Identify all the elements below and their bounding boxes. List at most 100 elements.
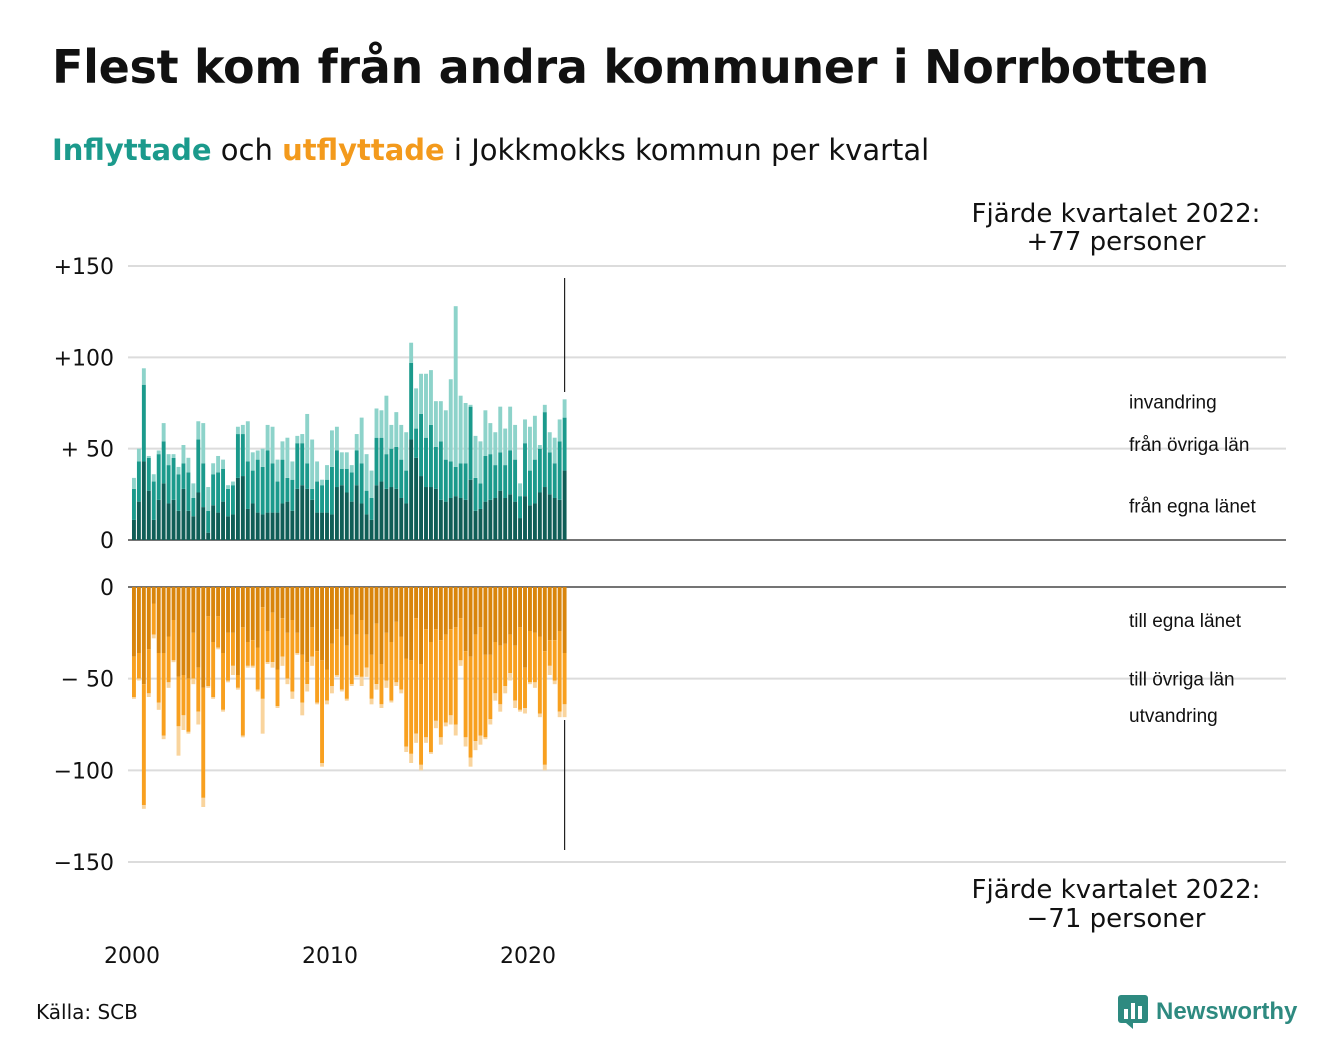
inflow-bar-segment <box>419 413 423 477</box>
x-tick-label: 2000 <box>104 944 160 969</box>
outflow-bar-segment <box>537 713 542 718</box>
outflow-bar-segment <box>235 675 240 688</box>
outflow-bar-segment <box>132 587 136 657</box>
outflow-bar-segment <box>325 587 329 670</box>
outflow-bar-segment <box>463 737 468 747</box>
inflow-bar-segment <box>528 426 532 471</box>
outflow-bar-segment <box>151 603 156 635</box>
outflow-bar-segment <box>231 587 235 633</box>
outflow-bar-segment <box>513 700 518 708</box>
outflow-bar-segment <box>528 587 532 631</box>
inflow-bar-segment <box>226 488 230 517</box>
outflow-bar-segment <box>518 709 522 712</box>
inflow-bar-segment <box>364 454 369 491</box>
outflow-bar-segment <box>240 735 245 738</box>
inflow-bar-segment <box>453 466 458 497</box>
outflow-bar-segment <box>206 587 211 617</box>
outflow-bar-segment <box>315 702 320 705</box>
outflow-bar-segment <box>334 675 339 677</box>
outflow-bar-segment <box>508 673 513 681</box>
outflow-bar-segment <box>429 642 433 752</box>
inflow-bar-segment <box>552 497 557 540</box>
inflow-bar-segment <box>488 423 493 455</box>
outflow-bar-segment <box>458 660 463 666</box>
inflow-bar-segment <box>141 368 146 385</box>
outflow-bar-segment <box>310 627 315 657</box>
outflow-bar-segment <box>384 587 389 633</box>
inflow-bar-segment <box>478 441 483 484</box>
inflow-bar-segment <box>171 499 176 540</box>
inflow-bar-segment <box>146 490 151 540</box>
outflow-bar-segment <box>211 587 216 642</box>
inflow-bar-segment <box>181 445 186 464</box>
inflow-bar-segment <box>468 406 473 480</box>
outflow-bar-segment <box>171 620 176 661</box>
inflow-bar-segment <box>384 395 389 455</box>
inflow-series-label: invandring <box>1129 392 1217 413</box>
outflow-bar-segment <box>414 587 419 619</box>
inflow-bar-segment <box>221 459 225 469</box>
inflow-bar-segment <box>349 465 354 473</box>
inflow-bar-segment <box>151 519 156 540</box>
inflow-bar-segment <box>562 470 567 540</box>
inflow-bar-segment <box>305 488 310 540</box>
inflow-bar-segment <box>334 450 339 488</box>
inflow-bar-segment <box>245 508 250 540</box>
outflow-bar-segment <box>498 645 503 705</box>
inflow-bar-segment <box>330 466 334 515</box>
outflow-bar-segment <box>518 627 522 710</box>
outflow-bar-segment <box>537 636 542 714</box>
outflow-bar-segment <box>354 634 359 675</box>
inflow-bar-segment <box>344 492 349 540</box>
inflow-bar-segment <box>349 472 354 502</box>
inflow-bar-segment <box>280 503 285 540</box>
outflow-bar-segment <box>330 643 334 686</box>
inflow-bar-segment <box>305 463 310 489</box>
outflow-bar-segment <box>364 667 369 677</box>
inflow-bar-segment <box>176 466 181 475</box>
outflow-bar-segment <box>181 587 186 675</box>
inflow-bar-segment <box>216 455 221 473</box>
inflow-bar-segment <box>399 497 404 540</box>
outflow-bar-segment <box>285 632 290 679</box>
inflow-bar-segment <box>265 512 270 540</box>
inflow-bar-segment <box>146 457 151 491</box>
outflow-bar-segment <box>419 587 423 664</box>
outflow-bar-segment <box>384 680 389 688</box>
inflow-bar-segment <box>226 485 230 489</box>
inflow-bar-segment <box>349 501 354 540</box>
outflow-bar-segment <box>473 634 478 741</box>
last-quarter-inflow-value: +77 personer <box>1027 227 1206 257</box>
inflow-bar-segment <box>141 461 146 540</box>
inflow-bar-segment <box>250 503 255 540</box>
inflow-bar-segment <box>315 512 320 540</box>
outflow-bar-segment <box>201 687 206 798</box>
inflow-bar-segment <box>379 437 384 482</box>
inflow-bar-segment <box>206 487 211 511</box>
outflow-bar-segment <box>330 587 334 644</box>
inflow-bar-segment <box>141 384 146 462</box>
inflow-bar-segment <box>260 448 265 467</box>
inflow-bar-segment <box>245 421 250 462</box>
outflow-y-tick-label: −100 <box>54 759 114 784</box>
inflow-bar-segment <box>443 410 448 460</box>
outflow-bar-segment <box>136 678 141 681</box>
inflow-bar-segment <box>280 459 285 504</box>
outflow-bar-segment <box>453 587 458 628</box>
outflow-bar-segment <box>394 587 399 622</box>
inflow-bar-segment <box>171 454 176 458</box>
inflow-bar-segment <box>429 424 433 488</box>
outflow-bar-segment <box>562 653 567 705</box>
inflow-bar-segment <box>211 474 216 506</box>
outflow-bar-segment <box>290 587 295 620</box>
outflow-bar-segment <box>240 627 245 736</box>
outflow-bar-segment <box>186 731 191 734</box>
inflow-bar-segment <box>364 490 369 515</box>
inflow-bar-segment <box>414 428 419 458</box>
outflow-bar-segment <box>231 632 235 666</box>
outflow-bar-segment <box>151 634 156 639</box>
outflow-bar-segment <box>270 587 275 613</box>
inflow-bar-segment <box>523 443 527 497</box>
inflow-bar-segment <box>275 481 280 513</box>
